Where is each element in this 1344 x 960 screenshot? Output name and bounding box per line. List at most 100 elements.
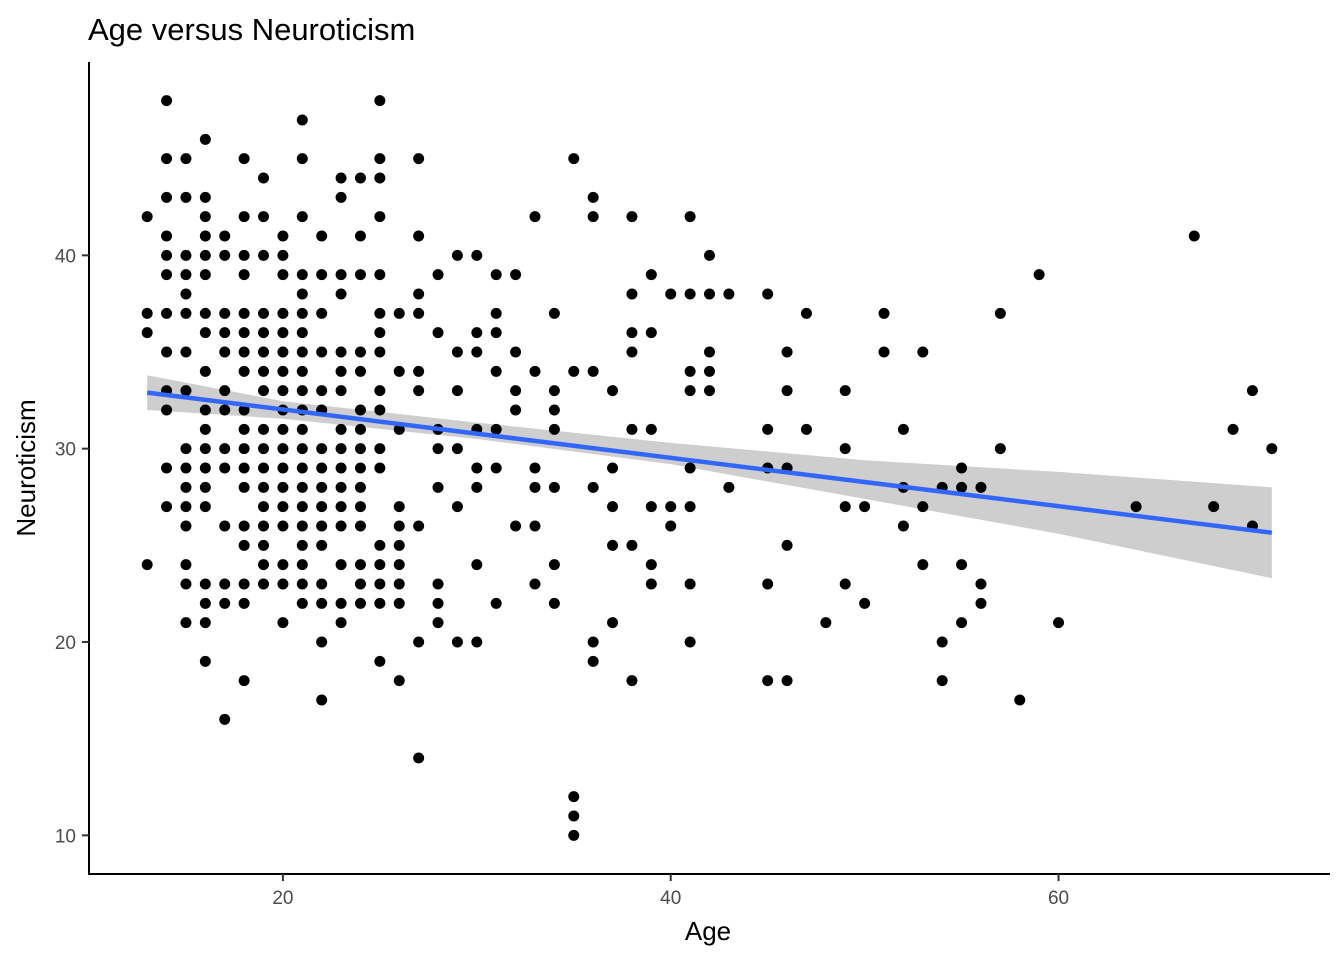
data-point xyxy=(607,501,619,513)
data-point xyxy=(277,307,289,319)
data-point xyxy=(374,655,386,667)
data-point xyxy=(354,423,366,435)
data-point xyxy=(238,365,250,377)
data-point xyxy=(238,211,250,223)
data-point xyxy=(393,675,405,687)
data-point xyxy=(548,597,560,609)
data-point xyxy=(199,365,211,377)
data-point xyxy=(645,269,657,281)
data-point xyxy=(451,346,463,358)
data-point xyxy=(626,346,638,358)
data-point xyxy=(529,365,541,377)
data-point xyxy=(374,539,386,551)
data-point xyxy=(704,346,715,358)
data-point xyxy=(219,230,231,242)
data-point xyxy=(335,191,347,203)
data-point xyxy=(354,462,366,474)
data-point xyxy=(277,230,289,242)
data-point xyxy=(800,423,812,435)
data-point xyxy=(296,385,308,397)
data-point xyxy=(354,172,366,184)
data-point xyxy=(141,327,153,339)
confidence-band xyxy=(147,375,1272,579)
data-point xyxy=(548,559,560,571)
data-point xyxy=(490,327,502,339)
data-point xyxy=(587,636,599,648)
data-point xyxy=(161,230,173,242)
data-point xyxy=(762,578,774,590)
data-point xyxy=(258,211,270,223)
data-point xyxy=(354,520,366,532)
data-point xyxy=(374,404,386,416)
data-point xyxy=(917,501,929,513)
data-point xyxy=(471,481,483,493)
data-point xyxy=(393,578,405,590)
data-point xyxy=(490,462,502,474)
data-point xyxy=(180,191,192,203)
data-point xyxy=(471,327,483,339)
data-point xyxy=(161,307,173,319)
data-point xyxy=(296,327,308,339)
data-point xyxy=(393,539,405,551)
data-point xyxy=(316,307,328,319)
y-tick-label: 30 xyxy=(55,440,76,461)
data-point xyxy=(471,249,483,261)
data-point xyxy=(141,307,153,319)
data-point xyxy=(199,269,211,281)
data-point xyxy=(199,230,211,242)
data-point xyxy=(956,559,968,571)
data-point xyxy=(161,501,173,513)
data-point xyxy=(568,791,580,803)
data-point xyxy=(568,810,580,822)
data-point xyxy=(374,385,386,397)
data-point xyxy=(258,365,270,377)
data-point xyxy=(607,385,619,397)
chart-title: Age versus Neuroticism xyxy=(88,12,415,47)
data-point xyxy=(335,501,347,513)
data-point xyxy=(296,520,308,532)
data-point xyxy=(277,578,289,590)
data-point xyxy=(626,539,638,551)
data-point xyxy=(839,443,851,455)
data-point xyxy=(277,423,289,435)
data-point xyxy=(568,153,580,165)
data-point xyxy=(277,269,289,281)
data-point xyxy=(471,462,483,474)
data-point xyxy=(956,481,968,493)
data-point xyxy=(199,462,211,474)
data-point xyxy=(684,636,696,648)
data-point xyxy=(238,423,250,435)
data-point xyxy=(859,597,871,609)
data-point xyxy=(607,539,619,551)
data-point xyxy=(180,346,192,358)
data-point xyxy=(975,597,987,609)
data-point xyxy=(510,520,522,532)
data-point xyxy=(335,559,347,571)
data-point xyxy=(180,559,192,571)
data-point xyxy=(781,675,793,687)
data-point xyxy=(277,443,289,455)
data-point xyxy=(684,462,696,474)
data-point xyxy=(878,346,890,358)
data-point xyxy=(296,462,308,474)
data-point xyxy=(335,423,347,435)
data-point xyxy=(451,249,463,261)
data-point xyxy=(432,578,444,590)
data-point xyxy=(258,501,270,513)
data-point xyxy=(451,443,463,455)
data-point xyxy=(199,133,211,145)
data-point xyxy=(277,385,289,397)
data-point xyxy=(219,462,231,474)
data-point xyxy=(548,404,560,416)
data-point xyxy=(141,211,153,223)
data-point xyxy=(277,559,289,571)
data-point xyxy=(180,617,192,629)
data-point xyxy=(258,520,270,532)
data-point xyxy=(180,153,192,165)
data-point xyxy=(296,597,308,609)
data-point xyxy=(529,211,541,223)
data-point xyxy=(432,269,444,281)
data-point xyxy=(723,288,735,300)
data-point xyxy=(800,307,812,319)
